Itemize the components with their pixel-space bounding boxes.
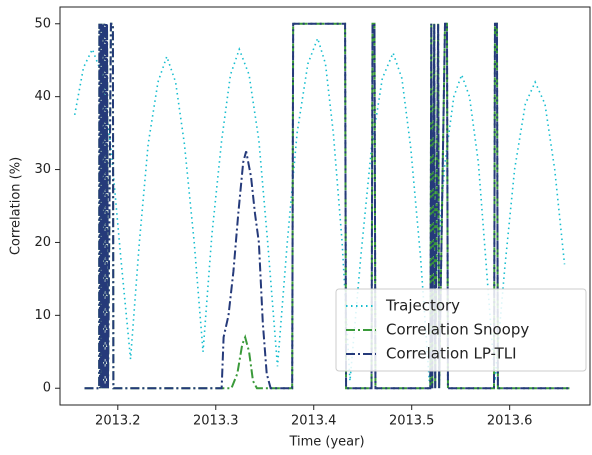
y-tick-label: 20 bbox=[34, 235, 51, 250]
axes-frame bbox=[59, 6, 591, 406]
y-tick-label: 10 bbox=[34, 308, 51, 323]
y-tick-label: 50 bbox=[34, 16, 51, 31]
x-tick-label: 2013.3 bbox=[193, 414, 239, 429]
x-tick-label: 2013.4 bbox=[291, 414, 337, 429]
y-tick-label: 0 bbox=[43, 381, 51, 396]
x-axis-label: Time (year) bbox=[288, 435, 364, 450]
x-tick-label: 2013.6 bbox=[487, 414, 533, 429]
series-line bbox=[84, 22, 570, 390]
legend-box bbox=[335, 288, 587, 372]
legend-label: Trajectory bbox=[385, 297, 460, 315]
y-axis-label: Correlation (%) bbox=[9, 157, 24, 255]
y-tick-label: 30 bbox=[34, 162, 51, 177]
x-tick-label: 2013.5 bbox=[389, 414, 435, 429]
y-tick-label: 40 bbox=[34, 89, 51, 104]
x-tick-label: 2013.2 bbox=[95, 414, 141, 429]
legend-label: Correlation Snoopy bbox=[386, 321, 529, 339]
series-line bbox=[73, 35, 566, 382]
legend-label: Correlation LP-TLI bbox=[386, 345, 517, 363]
